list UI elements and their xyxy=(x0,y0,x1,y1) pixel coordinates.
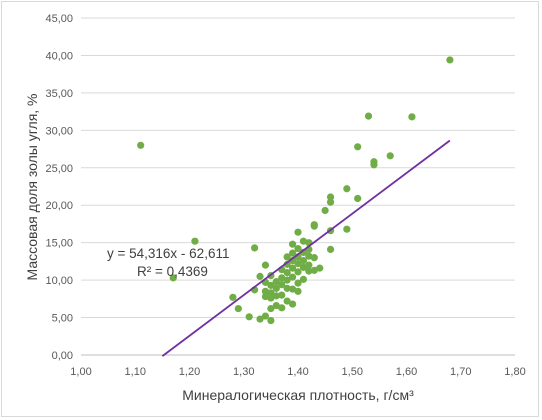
data-point xyxy=(283,269,291,277)
data-point xyxy=(229,293,237,301)
x-tick-label: 1,80 xyxy=(504,366,525,378)
data-point xyxy=(343,185,351,193)
data-point xyxy=(316,264,324,272)
data-point xyxy=(299,257,308,265)
data-point xyxy=(321,206,329,215)
data-point xyxy=(305,267,313,275)
data-point xyxy=(283,297,291,305)
data-point xyxy=(288,300,297,308)
data-point xyxy=(294,228,302,236)
data-point xyxy=(288,240,297,248)
data-point xyxy=(326,245,335,254)
data-point xyxy=(267,289,275,297)
data-point xyxy=(294,279,302,287)
data-point xyxy=(256,272,264,280)
data-point xyxy=(310,254,318,262)
data-point xyxy=(310,221,318,229)
data-point xyxy=(283,253,291,261)
data-point xyxy=(354,194,362,203)
data-point xyxy=(272,278,280,286)
y-tick-label: 35,00 xyxy=(45,88,73,100)
y-tick-label: 45,00 xyxy=(45,13,73,25)
x-tick-label: 1,00 xyxy=(70,366,91,378)
data-point xyxy=(267,281,275,289)
data-point xyxy=(299,275,308,283)
data-point xyxy=(261,261,270,269)
data-point xyxy=(283,284,291,292)
data-point xyxy=(261,312,270,320)
y-tick-label: 10,00 xyxy=(45,275,73,287)
data-point xyxy=(245,313,253,321)
y-tick-label: 25,00 xyxy=(45,163,73,175)
data-point xyxy=(370,161,378,169)
y-tick-label: 20,00 xyxy=(45,200,73,212)
data-point xyxy=(288,249,297,257)
data-point xyxy=(278,281,286,289)
x-tick-label: 1,20 xyxy=(179,366,200,378)
x-axis-title: Минералогическая плотность, г/см³ xyxy=(182,387,414,403)
y-axis-title: Массовая доля золы угля, % xyxy=(24,93,40,280)
data-point xyxy=(326,193,335,201)
data-point xyxy=(278,304,286,312)
data-point xyxy=(256,315,264,323)
y-tick-label: 30,00 xyxy=(45,125,73,137)
data-point xyxy=(386,152,394,160)
data-point xyxy=(408,113,416,121)
data-point xyxy=(272,284,280,292)
x-tick-label: 1,30 xyxy=(233,366,254,378)
x-tick-label: 1,40 xyxy=(287,366,308,378)
data-point xyxy=(272,292,280,300)
data-point xyxy=(234,304,242,313)
data-point xyxy=(283,260,291,268)
data-point xyxy=(278,274,286,282)
trendline-r-squared: R² = 0,4369 xyxy=(137,264,208,279)
data-points xyxy=(137,56,454,325)
data-point xyxy=(137,141,145,149)
data-point xyxy=(294,245,302,253)
data-point xyxy=(283,276,291,284)
data-point xyxy=(294,287,302,295)
gridlines xyxy=(81,17,515,319)
data-point xyxy=(326,198,335,206)
data-point xyxy=(299,237,308,245)
data-point xyxy=(364,112,373,120)
data-point xyxy=(261,292,270,301)
data-point xyxy=(267,304,275,313)
data-point xyxy=(299,263,308,271)
data-point xyxy=(305,252,313,260)
data-point xyxy=(191,237,199,245)
data-point xyxy=(267,294,275,302)
trendline-equation: y = 54,316x - 62,611 xyxy=(107,246,229,261)
data-point xyxy=(294,260,302,268)
x-tick-label: 1,70 xyxy=(450,366,471,378)
y-tick-label: 5,00 xyxy=(52,313,73,325)
x-tick-label: 1,10 xyxy=(125,366,146,378)
data-point xyxy=(446,56,454,64)
data-point xyxy=(272,301,280,310)
data-point xyxy=(294,268,302,276)
data-point xyxy=(251,244,259,252)
data-point xyxy=(343,225,351,233)
data-point xyxy=(278,291,286,299)
x-tick-label: 1,60 xyxy=(396,366,417,378)
data-point xyxy=(354,143,362,151)
data-point xyxy=(310,266,318,274)
y-tick-label: 0,00 xyxy=(52,350,73,362)
data-point xyxy=(288,264,297,272)
y-tick-label: 15,00 xyxy=(45,238,73,250)
data-point xyxy=(261,287,270,295)
data-point xyxy=(267,316,275,325)
y-axis-ticks: 0,00 5,00 10,00 15,00 20,00 25,00 30,00 35,00 40… xyxy=(45,13,73,362)
data-point xyxy=(169,274,177,282)
x-tick-label: 1,50 xyxy=(342,366,363,378)
data-point xyxy=(288,285,297,293)
linear-trendline xyxy=(161,139,451,357)
x-axis-ticks: 1,00 1,10 1,20 1,30 1,40 1,50 1,60 1,70 1,80 xyxy=(70,366,525,378)
y-tick-label: 40,00 xyxy=(45,50,73,62)
data-point xyxy=(288,273,297,281)
data-point xyxy=(305,261,313,269)
